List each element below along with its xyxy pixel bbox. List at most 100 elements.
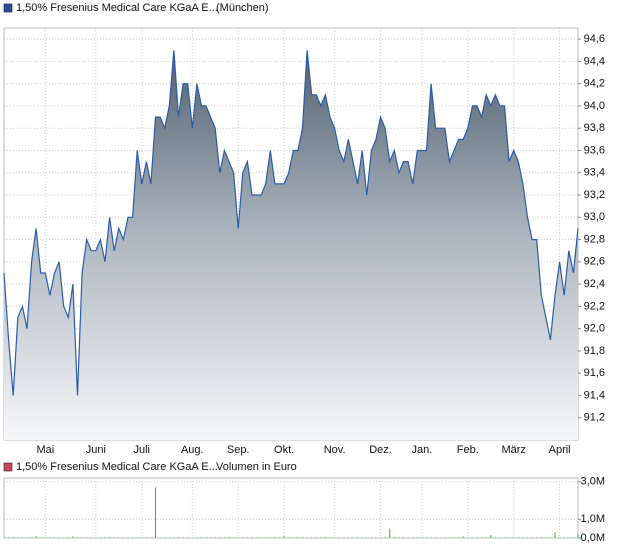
x-tick-label: Juni — [86, 444, 106, 456]
volume-bar — [35, 536, 37, 538]
volume-bar — [352, 537, 354, 538]
volume-bar — [485, 537, 487, 538]
volume-bar — [476, 537, 478, 538]
volume-bar — [274, 537, 276, 538]
volume-bar — [237, 537, 239, 538]
y-tick-label: 91,8 — [584, 345, 605, 357]
volume-bar — [283, 536, 285, 538]
volume-bar — [118, 537, 120, 538]
volume-bar — [513, 537, 515, 538]
price-line — [3, 50, 579, 396]
volume-bar — [338, 537, 340, 538]
legend-swatch — [3, 3, 13, 13]
volume-bar — [559, 537, 561, 538]
volume-bar — [246, 537, 248, 538]
volume-bar — [549, 537, 551, 538]
volume-bar — [155, 487, 157, 538]
x-tick-label: Nov. — [324, 444, 346, 456]
volume-bar — [233, 537, 235, 538]
volume-bar — [315, 537, 317, 538]
volume-bar — [86, 537, 88, 538]
volume-bar — [453, 537, 455, 538]
volume-bar — [228, 537, 230, 538]
volume-bar — [517, 537, 519, 538]
volume-bar — [44, 537, 46, 538]
volume-bar — [481, 537, 483, 538]
volume-bar — [251, 537, 253, 538]
volume-bar — [12, 537, 14, 538]
x-tick-label: Sep. — [227, 444, 250, 456]
y-tick-label: 3,0M — [581, 476, 605, 488]
volume-bar — [269, 537, 271, 538]
x-tick-label: Feb. — [457, 444, 479, 456]
y-tick-label: 93,8 — [584, 122, 605, 134]
volume-bar — [81, 537, 83, 538]
legend-swatch — [3, 462, 13, 472]
volume-bar — [343, 537, 345, 538]
volume-bar — [109, 537, 111, 538]
volume-bar — [540, 537, 542, 538]
volume-bar — [504, 537, 506, 538]
legend-label: 1,50% Fresenius Medical Care KGaA E... — [16, 461, 218, 473]
y-tick-label: 91,4 — [584, 389, 605, 401]
volume-bar — [366, 537, 368, 538]
volume-bar — [499, 537, 501, 538]
volume-bar — [448, 537, 450, 538]
x-tick-label: Juli — [134, 444, 151, 456]
y-tick-label: 91,6 — [584, 367, 605, 379]
volume-bar — [572, 537, 574, 538]
volume-bar — [522, 537, 524, 538]
volume-bar — [536, 537, 538, 538]
volume-bar — [568, 537, 570, 538]
y-tick-label: 94,4 — [584, 55, 605, 67]
y-tick-label: 93,6 — [584, 144, 605, 156]
y-tick-label: 92,8 — [584, 233, 605, 245]
x-tick-label: Dez. — [369, 444, 392, 456]
volume-bar — [306, 537, 308, 538]
volume-bar — [526, 537, 528, 538]
volume-bar — [398, 537, 400, 538]
volume-bar — [150, 537, 152, 538]
volume-bar — [141, 537, 143, 538]
plot-frame — [3, 477, 579, 539]
volume-bar — [357, 537, 359, 538]
volume-bar — [122, 537, 124, 538]
y-tick-label: 92,6 — [584, 256, 605, 268]
volume-bar — [260, 537, 262, 538]
volume-bar — [200, 537, 202, 538]
volume-bar — [458, 537, 460, 538]
y-tick-label: 92,2 — [584, 300, 605, 312]
volume-bar — [182, 537, 184, 538]
volume-bar — [393, 537, 395, 538]
volume-bar — [127, 537, 129, 538]
volume-bar — [563, 537, 565, 538]
y-tick-label: 94,0 — [584, 100, 605, 112]
volume-bar — [370, 537, 372, 538]
volume-bar — [256, 537, 258, 538]
y-tick-label: 0,0M — [581, 532, 605, 544]
volume-bar — [214, 537, 216, 538]
volume-bar — [168, 537, 170, 538]
volume-bar — [21, 537, 23, 538]
volume-bar — [67, 537, 69, 538]
volume-bar — [58, 537, 60, 538]
volume-bar — [421, 537, 423, 538]
volume-bar — [444, 537, 446, 538]
volume-bar — [54, 537, 56, 538]
volume-bar — [242, 537, 244, 538]
volume-bar — [17, 537, 19, 538]
volume-bar — [430, 537, 432, 538]
volume-bar — [164, 537, 166, 538]
x-tick-label: April — [549, 444, 571, 456]
legend-subtitle: Volumen in Euro — [216, 461, 297, 473]
volume-bar — [191, 537, 193, 538]
volume-bar — [311, 537, 313, 538]
volume-bar — [577, 534, 579, 538]
volume-bar — [403, 537, 405, 538]
volume-bar — [205, 537, 207, 538]
volume-bar — [412, 537, 414, 538]
y-tick-label: 93,0 — [584, 211, 605, 223]
volume-bar — [301, 537, 303, 538]
